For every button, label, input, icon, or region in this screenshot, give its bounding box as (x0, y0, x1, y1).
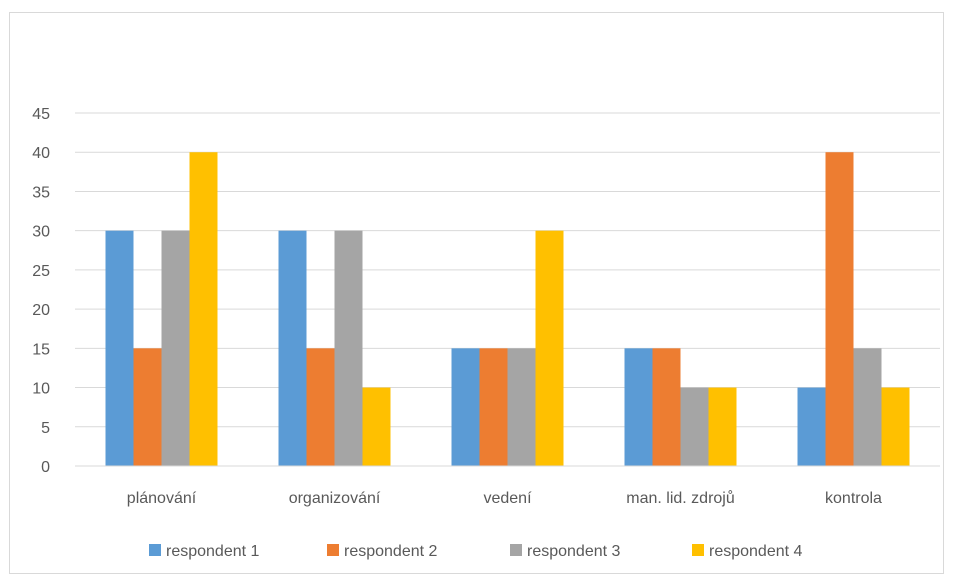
bar-respondent-4-4 (881, 387, 910, 466)
bar-respondent-2-0 (133, 348, 162, 466)
legend-label: respondent 2 (344, 543, 438, 560)
legend-swatch (149, 544, 161, 556)
legend-label: respondent 1 (166, 543, 260, 560)
bar-respondent-1-1 (278, 230, 307, 466)
x-category-label: organizování (289, 490, 381, 507)
legend-swatch (327, 544, 339, 556)
x-category-label: man. lid. zdrojů (626, 489, 735, 507)
y-tick-label: 15 (32, 341, 50, 358)
bars (105, 152, 910, 466)
x-category-label: kontrola (825, 490, 882, 507)
y-tick-label: 40 (32, 145, 50, 162)
y-tick-label: 45 (32, 106, 50, 123)
y-tick-label: 10 (32, 381, 50, 398)
bar-respondent-3-3 (680, 387, 709, 466)
legend: respondent 1 respondent 2 respondent 3 resp… (149, 543, 803, 560)
y-tick-label: 25 (32, 263, 50, 280)
legend-swatch (510, 544, 522, 556)
bar-respondent-2-4 (825, 152, 854, 466)
bar-respondent-1-3 (624, 348, 653, 466)
bar-respondent-3-4 (853, 348, 882, 466)
y-tick-label: 30 (32, 224, 50, 241)
bar-respondent-3-1 (334, 230, 363, 466)
bar-respondent-3-0 (161, 230, 190, 466)
legend-swatch (692, 544, 704, 556)
bar-respondent-1-0 (105, 230, 134, 466)
y-tick-label: 5 (41, 420, 50, 437)
y-tick-label: 20 (32, 302, 50, 319)
bar-respondent-4-0 (189, 152, 218, 466)
x-axis-category-labels: plánování organizování vedení man. lid. zdr… (127, 489, 882, 507)
x-category-label: plánování (127, 490, 197, 507)
gridlines (75, 112, 940, 428)
bar-respondent-4-1 (362, 387, 391, 466)
bar-respondent-3-2 (507, 348, 536, 466)
x-category-label: vedení (483, 490, 532, 507)
bar-respondent-4-3 (708, 387, 737, 466)
bar-respondent-1-2 (451, 348, 480, 466)
bar-respondent-1-4 (797, 387, 826, 466)
y-tick-label: 35 (32, 184, 50, 201)
y-tick-label: 0 (41, 459, 50, 476)
bar-respondent-4-2 (535, 230, 564, 466)
legend-label: respondent 3 (527, 543, 621, 560)
legend-label: respondent 4 (709, 543, 803, 560)
bar-respondent-2-2 (479, 348, 508, 466)
bar-respondent-2-1 (306, 348, 335, 466)
bar-respondent-2-3 (652, 348, 681, 466)
y-axis-tick-labels: 0 5 10 15 20 25 30 35 40 45 (32, 106, 50, 476)
